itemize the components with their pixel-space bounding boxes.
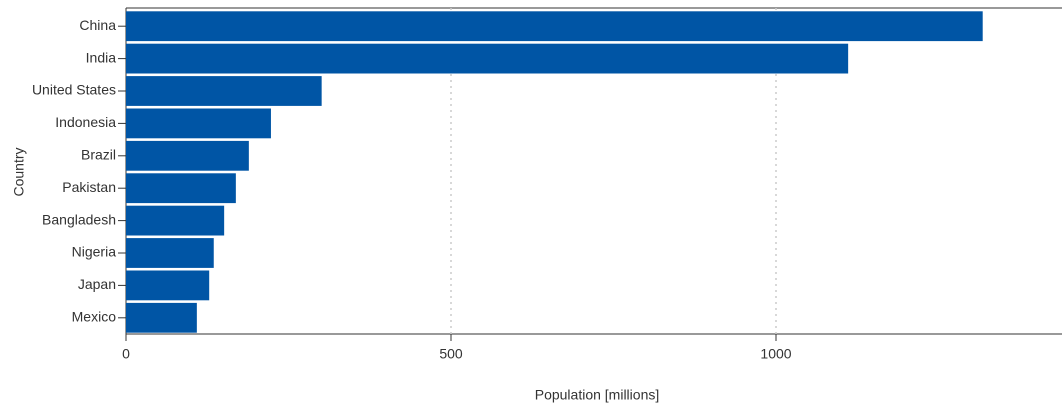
bar	[126, 11, 983, 42]
y-tick-label: Mexico	[72, 309, 117, 325]
x-axis-title: Population [millions]	[535, 387, 660, 403]
bar	[126, 76, 322, 106]
bar	[126, 140, 249, 171]
bar	[126, 173, 236, 204]
x-tick-label: 0	[122, 346, 130, 362]
x-tick-label: 500	[439, 346, 463, 362]
bar	[126, 108, 271, 139]
bar	[126, 205, 225, 236]
y-tick-label: China	[79, 17, 116, 33]
y-tick-label: Nigeria	[72, 244, 117, 260]
bar	[126, 270, 210, 301]
y-tick-label: Indonesia	[55, 114, 116, 130]
y-tick-label: Brazil	[81, 147, 116, 163]
y-axis-title: Country	[11, 147, 27, 196]
bar	[126, 43, 849, 74]
bar	[126, 302, 197, 333]
y-tick-label: Pakistan	[62, 179, 116, 195]
y-tick-label: Bangladesh	[42, 211, 116, 227]
x-tick-label: 1000	[760, 346, 791, 362]
bar	[126, 238, 214, 268]
y-tick-label: Japan	[78, 276, 116, 292]
y-tick-label: India	[86, 49, 117, 65]
y-tick-label: United States	[32, 82, 116, 98]
